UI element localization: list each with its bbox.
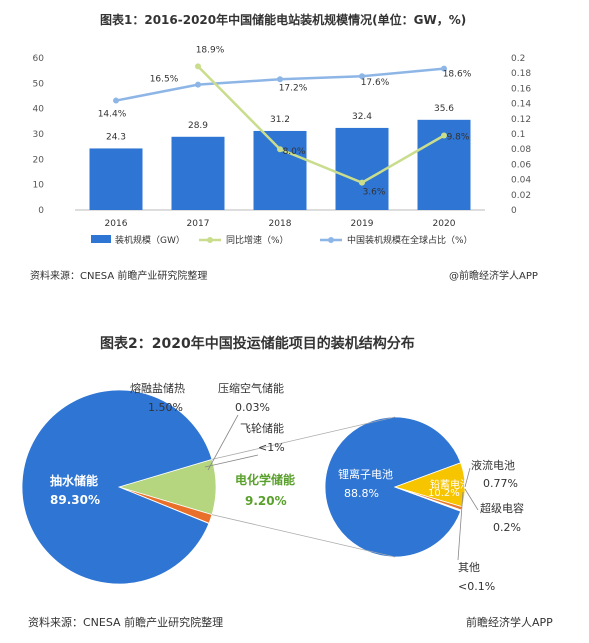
share-data-label: 17.6% xyxy=(361,78,390,88)
growth-point xyxy=(441,132,447,139)
x-tick-label: 2019 xyxy=(351,219,374,229)
connector-line xyxy=(211,514,396,558)
x-tick-label: 2017 xyxy=(187,219,210,229)
bar xyxy=(253,130,307,210)
figure2-title: 图表2：2020年中国投运储能项目的装机结构分布 xyxy=(100,336,415,352)
growth-data-label: 8.0% xyxy=(283,147,306,157)
y2-tick-label: 0.1 xyxy=(511,130,525,140)
slice-label-air: 压缩空气储能 xyxy=(218,381,284,395)
sub-value-flow: 0.77% xyxy=(483,477,518,490)
figure2-source: 资料来源：CNESA 前瞻产业研究院整理 xyxy=(28,616,224,629)
leader-line xyxy=(464,488,479,511)
y2-tick-label: 0.14 xyxy=(511,100,531,110)
bar xyxy=(171,136,225,210)
bar-value-label: 32.4 xyxy=(352,112,372,122)
slice-label-salt: 熔融盐储热 xyxy=(130,381,185,395)
bar xyxy=(89,148,143,210)
growth-data-label: 9.8% xyxy=(447,133,470,143)
share-data-label: 14.4% xyxy=(98,110,127,120)
share-point xyxy=(195,81,201,88)
growth-point xyxy=(277,146,283,153)
legend-bar-swatch xyxy=(91,235,111,243)
leader-line xyxy=(207,414,239,471)
sub-label-supercap: 超级电容 xyxy=(480,501,524,515)
bar-value-label: 24.3 xyxy=(106,132,126,142)
legend-growth-marker xyxy=(207,237,213,243)
share-point xyxy=(277,76,283,83)
share-data-label: 16.5% xyxy=(150,75,179,85)
figure1-title: 图表1：2016-2020年中国储能电站装机规模情况(单位：GW，%) xyxy=(100,13,467,27)
y2-tick-label: 0.06 xyxy=(511,160,531,170)
y-tick-label: 10 xyxy=(33,181,45,191)
sub-value-other: <0.1% xyxy=(458,580,495,593)
x-tick-label: 2016 xyxy=(105,219,128,229)
growth-point xyxy=(359,179,365,186)
figure1-source: 资料来源：CNESA 前瞻产业研究院整理 xyxy=(30,271,208,282)
y2-tick-label: 0.12 xyxy=(511,115,531,125)
sub-label-lead: 铅蓄电池 xyxy=(430,478,470,491)
slice-value-chem: 9.20% xyxy=(245,494,287,508)
slice-label-chem: 电化学储能 xyxy=(235,472,295,487)
bar-value-label: 28.9 xyxy=(188,121,208,131)
slice-value-salt: 1.50% xyxy=(148,401,183,414)
y-tick-label: 0 xyxy=(38,206,44,216)
x-tick-label: 2020 xyxy=(433,219,456,229)
connector-line xyxy=(211,416,396,460)
y-tick-label: 50 xyxy=(33,79,45,89)
share-point xyxy=(113,97,119,104)
y2-tick-label: 0 xyxy=(511,206,517,216)
y2-tick-label: 0.02 xyxy=(511,191,531,201)
slice-value-flywheel: <1% xyxy=(258,441,285,454)
pie-slice xyxy=(21,389,213,585)
sub-value-supercap: 0.2% xyxy=(493,521,521,534)
share-point xyxy=(441,65,447,72)
x-tick-label: 2018 xyxy=(269,219,292,229)
growth-point xyxy=(195,63,201,70)
slice-label-pumped: 抽水储能 xyxy=(50,473,98,488)
figure1-credit: @前瞻经济学人APP xyxy=(449,271,538,282)
bar-value-label: 35.6 xyxy=(434,104,454,114)
sub-label-liion: 锂离子电池 xyxy=(338,467,393,481)
y-tick-label: 20 xyxy=(33,155,45,165)
figure1-chart: 0 10 20 30 40 50 60 0 0.02 0.04 0.06 0.08 0.1 0.12 0.1… xyxy=(33,45,532,246)
share-point xyxy=(359,73,365,80)
growth-line xyxy=(197,65,445,185)
y2-tick-label: 0.16 xyxy=(511,84,531,94)
sub-pie-slice xyxy=(324,416,462,558)
leader-line xyxy=(204,454,259,468)
legend-bar-label: 装机规模（GW） xyxy=(115,234,185,246)
figure2-credit: 前瞻经济学人APP xyxy=(466,616,553,629)
bar xyxy=(335,127,389,210)
slice-value-air: 0.03% xyxy=(235,401,270,414)
y2-tick-label: 0.2 xyxy=(511,54,525,64)
bar-value-label: 31.2 xyxy=(270,115,290,125)
y2-tick-label: 0.08 xyxy=(511,145,531,155)
slice-value-pumped: 89.30% xyxy=(50,493,100,507)
growth-data-label: 18.9% xyxy=(196,45,225,55)
growth-data-label: 3.6% xyxy=(363,188,386,198)
leader-line xyxy=(464,467,471,488)
sub-value-lead: 10.2% xyxy=(428,488,460,499)
legend-share-label: 中国装机规模在全球占比（%） xyxy=(347,234,473,246)
sub-label-flow: 液流电池 xyxy=(471,458,515,472)
slice-label-flywheel: 飞轮储能 xyxy=(240,421,284,435)
leader-line xyxy=(457,491,464,561)
legend-growth-label: 同比增速（%） xyxy=(226,234,289,246)
share-data-label: 17.2% xyxy=(279,83,308,93)
legend-share-marker xyxy=(328,237,334,243)
sub-label-other: 其他 xyxy=(458,561,480,574)
share-data-label: 18.6% xyxy=(443,70,472,80)
y-tick-label: 60 xyxy=(33,54,45,64)
sub-value-liion: 88.8% xyxy=(344,487,379,500)
y2-tick-label: 0.18 xyxy=(511,69,531,79)
y-tick-label: 40 xyxy=(33,105,45,115)
sub-pie-slice xyxy=(394,486,462,512)
y2-tick-label: 0.04 xyxy=(511,176,531,186)
y-tick-label: 30 xyxy=(33,130,45,140)
